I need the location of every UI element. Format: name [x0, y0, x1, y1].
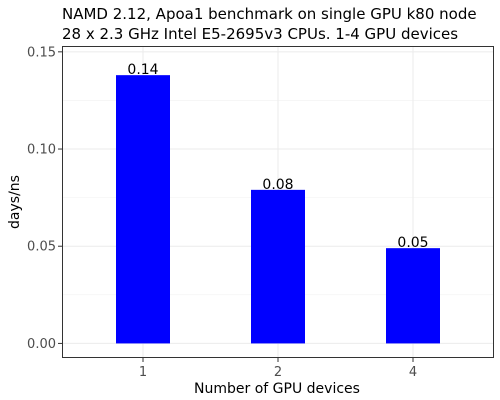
y-tick-label: 0.10	[27, 143, 56, 158]
bar	[386, 248, 440, 344]
y-tick-label: 0.05	[27, 240, 56, 255]
x-tick-label: 2	[274, 365, 282, 380]
chart-title-line-1: NAMD 2.12, Apoa1 benchmark on single GPU…	[62, 5, 477, 23]
x-tick-label: 1	[139, 365, 147, 380]
x-tick-label: 4	[409, 365, 417, 380]
x-axis-label: Number of GPU devices	[194, 381, 360, 397]
bar	[251, 189, 305, 344]
bar-value-label: 0.08	[262, 177, 293, 193]
bars	[116, 75, 440, 344]
value-labels: 0.14 0.08 0.05	[127, 62, 428, 251]
panel-border	[62, 46, 494, 358]
y-axis-label: days/ns	[7, 175, 23, 229]
y-tick-label: 0.00	[27, 337, 56, 352]
y-axis-ticks: 0.00 0.05 0.10 0.15	[27, 45, 62, 352]
chart-title-line-2: 28 x 2.3 GHz Intel E5-2695v3 CPUs. 1-4 G…	[62, 25, 458, 43]
y-tick-label: 0.15	[27, 45, 56, 60]
x-axis-ticks: 1 2 4	[139, 358, 417, 380]
bar	[116, 75, 170, 344]
bar-value-label: 0.14	[127, 62, 158, 78]
bar-value-label: 0.05	[397, 235, 428, 251]
